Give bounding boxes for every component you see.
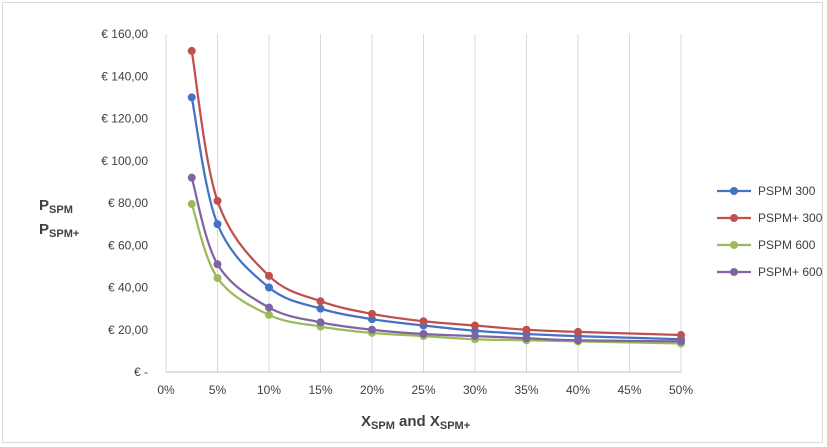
series-3-point-1 (213, 260, 222, 269)
legend-marker-3 (730, 268, 738, 276)
x-axis-title-part2: and X (395, 413, 440, 430)
x-axis-title-part2-sub: SPM+ (440, 420, 470, 432)
y-tick-label: € 60,00 (108, 238, 148, 252)
legend-label: PSPM 600 (758, 238, 816, 252)
y-tick-label: € 40,00 (108, 281, 148, 295)
legend-label: PSPM+ 600 (758, 265, 823, 279)
series-3-point-6 (471, 332, 479, 341)
y-axis-title-line1-sub: SPM (49, 204, 73, 216)
y-tick-label: € 160,00 (101, 27, 148, 41)
series-2-point-2 (265, 310, 273, 319)
series-3-point-4 (368, 325, 376, 334)
y-tick-label: € 80,00 (108, 196, 148, 210)
x-tick-label: 20% (360, 383, 384, 397)
series-line-3 (190, 177, 682, 343)
series-1-point-0 (187, 46, 196, 55)
series-3-point-7 (522, 334, 531, 343)
x-tick-label: 25% (411, 383, 435, 397)
legend-marker-0 (730, 187, 738, 195)
x-tick-label: 30% (463, 383, 487, 397)
series-1-point-6 (471, 321, 479, 330)
y-axis-title-2: PSPM+ (39, 221, 79, 240)
series-3-point-3 (316, 318, 325, 327)
x-tick-label: 35% (514, 383, 538, 397)
series-0-point-0 (187, 93, 196, 102)
series-0-point-1 (213, 220, 222, 229)
legend: PSPM 300 PSPM+ 300 PSPM 600 PSPM+ 600 (717, 184, 823, 279)
line-chart: € - € 20,00 € 40,00 € 60,00 € 80,00 € 100,00 €… (39, 27, 823, 432)
x-tick-label: 0% (157, 383, 175, 397)
y-tick-label: € 20,00 (108, 323, 148, 337)
y-tick-label: € 140,00 (101, 69, 148, 83)
x-tick-label: 40% (566, 383, 590, 397)
y-tick-label: € 100,00 (101, 154, 148, 168)
series-1-point-9 (677, 331, 685, 340)
series-2-point-0 (187, 200, 196, 209)
y-axis-tick-labels: € - € 20,00 € 40,00 € 60,00 € 80,00 € 100,00 €… (101, 27, 148, 379)
y-axis-title: PSPM (39, 197, 73, 216)
series-1-point-4 (368, 309, 376, 318)
legend-marker-1 (730, 214, 738, 222)
grid-lines (165, 34, 682, 373)
series-line-2 (190, 203, 682, 345)
x-tick-label: 10% (257, 383, 281, 397)
x-axis-tick-labels: 0% 5% 10% 15% 20% 25% 30% 35% 40% 45% 50% (157, 383, 693, 397)
legend-label: PSPM 300 (758, 184, 816, 198)
series-3-point-0 (187, 173, 196, 182)
y-axis-title-line2-sub: SPM+ (49, 228, 79, 240)
x-axis-title: XSPM and XSPM+ (361, 413, 470, 432)
legend-marker-2 (730, 241, 738, 249)
x-tick-label: 45% (617, 383, 641, 397)
y-axis-title-line2: P (39, 221, 49, 238)
series-1-point-8 (574, 327, 582, 336)
series-1-point-5 (419, 317, 428, 326)
series-2-point-1 (213, 273, 222, 282)
series-1-point-3 (316, 297, 325, 306)
series-points (187, 46, 685, 348)
y-axis-title-line1: P (39, 197, 49, 214)
series-3-point-5 (419, 329, 428, 338)
x-tick-label: 50% (669, 383, 693, 397)
legend-label: PSPM+ 300 (758, 211, 823, 225)
series-line-0 (190, 97, 682, 341)
series-3-point-9 (677, 337, 685, 346)
series-line-1 (190, 50, 682, 337)
series-1-point-1 (213, 196, 222, 205)
series-1-point-7 (522, 325, 531, 334)
series-0-point-2 (265, 283, 273, 292)
series-3-point-8 (574, 336, 582, 345)
x-axis-title-part1-sub: SPM (371, 420, 395, 432)
x-axis-title-part1: X (361, 413, 371, 430)
y-tick-label: € 120,00 (101, 112, 148, 126)
series-1-point-2 (265, 271, 273, 280)
series-3-point-2 (265, 303, 273, 312)
series-0-point-3 (316, 304, 325, 313)
series-lines (190, 50, 682, 345)
chart-area: € - € 20,00 € 40,00 € 60,00 € 80,00 € 100,00 €… (2, 2, 823, 443)
x-tick-label: 5% (209, 383, 227, 397)
x-tick-label: 15% (308, 383, 332, 397)
y-tick-label: € - (134, 365, 148, 379)
